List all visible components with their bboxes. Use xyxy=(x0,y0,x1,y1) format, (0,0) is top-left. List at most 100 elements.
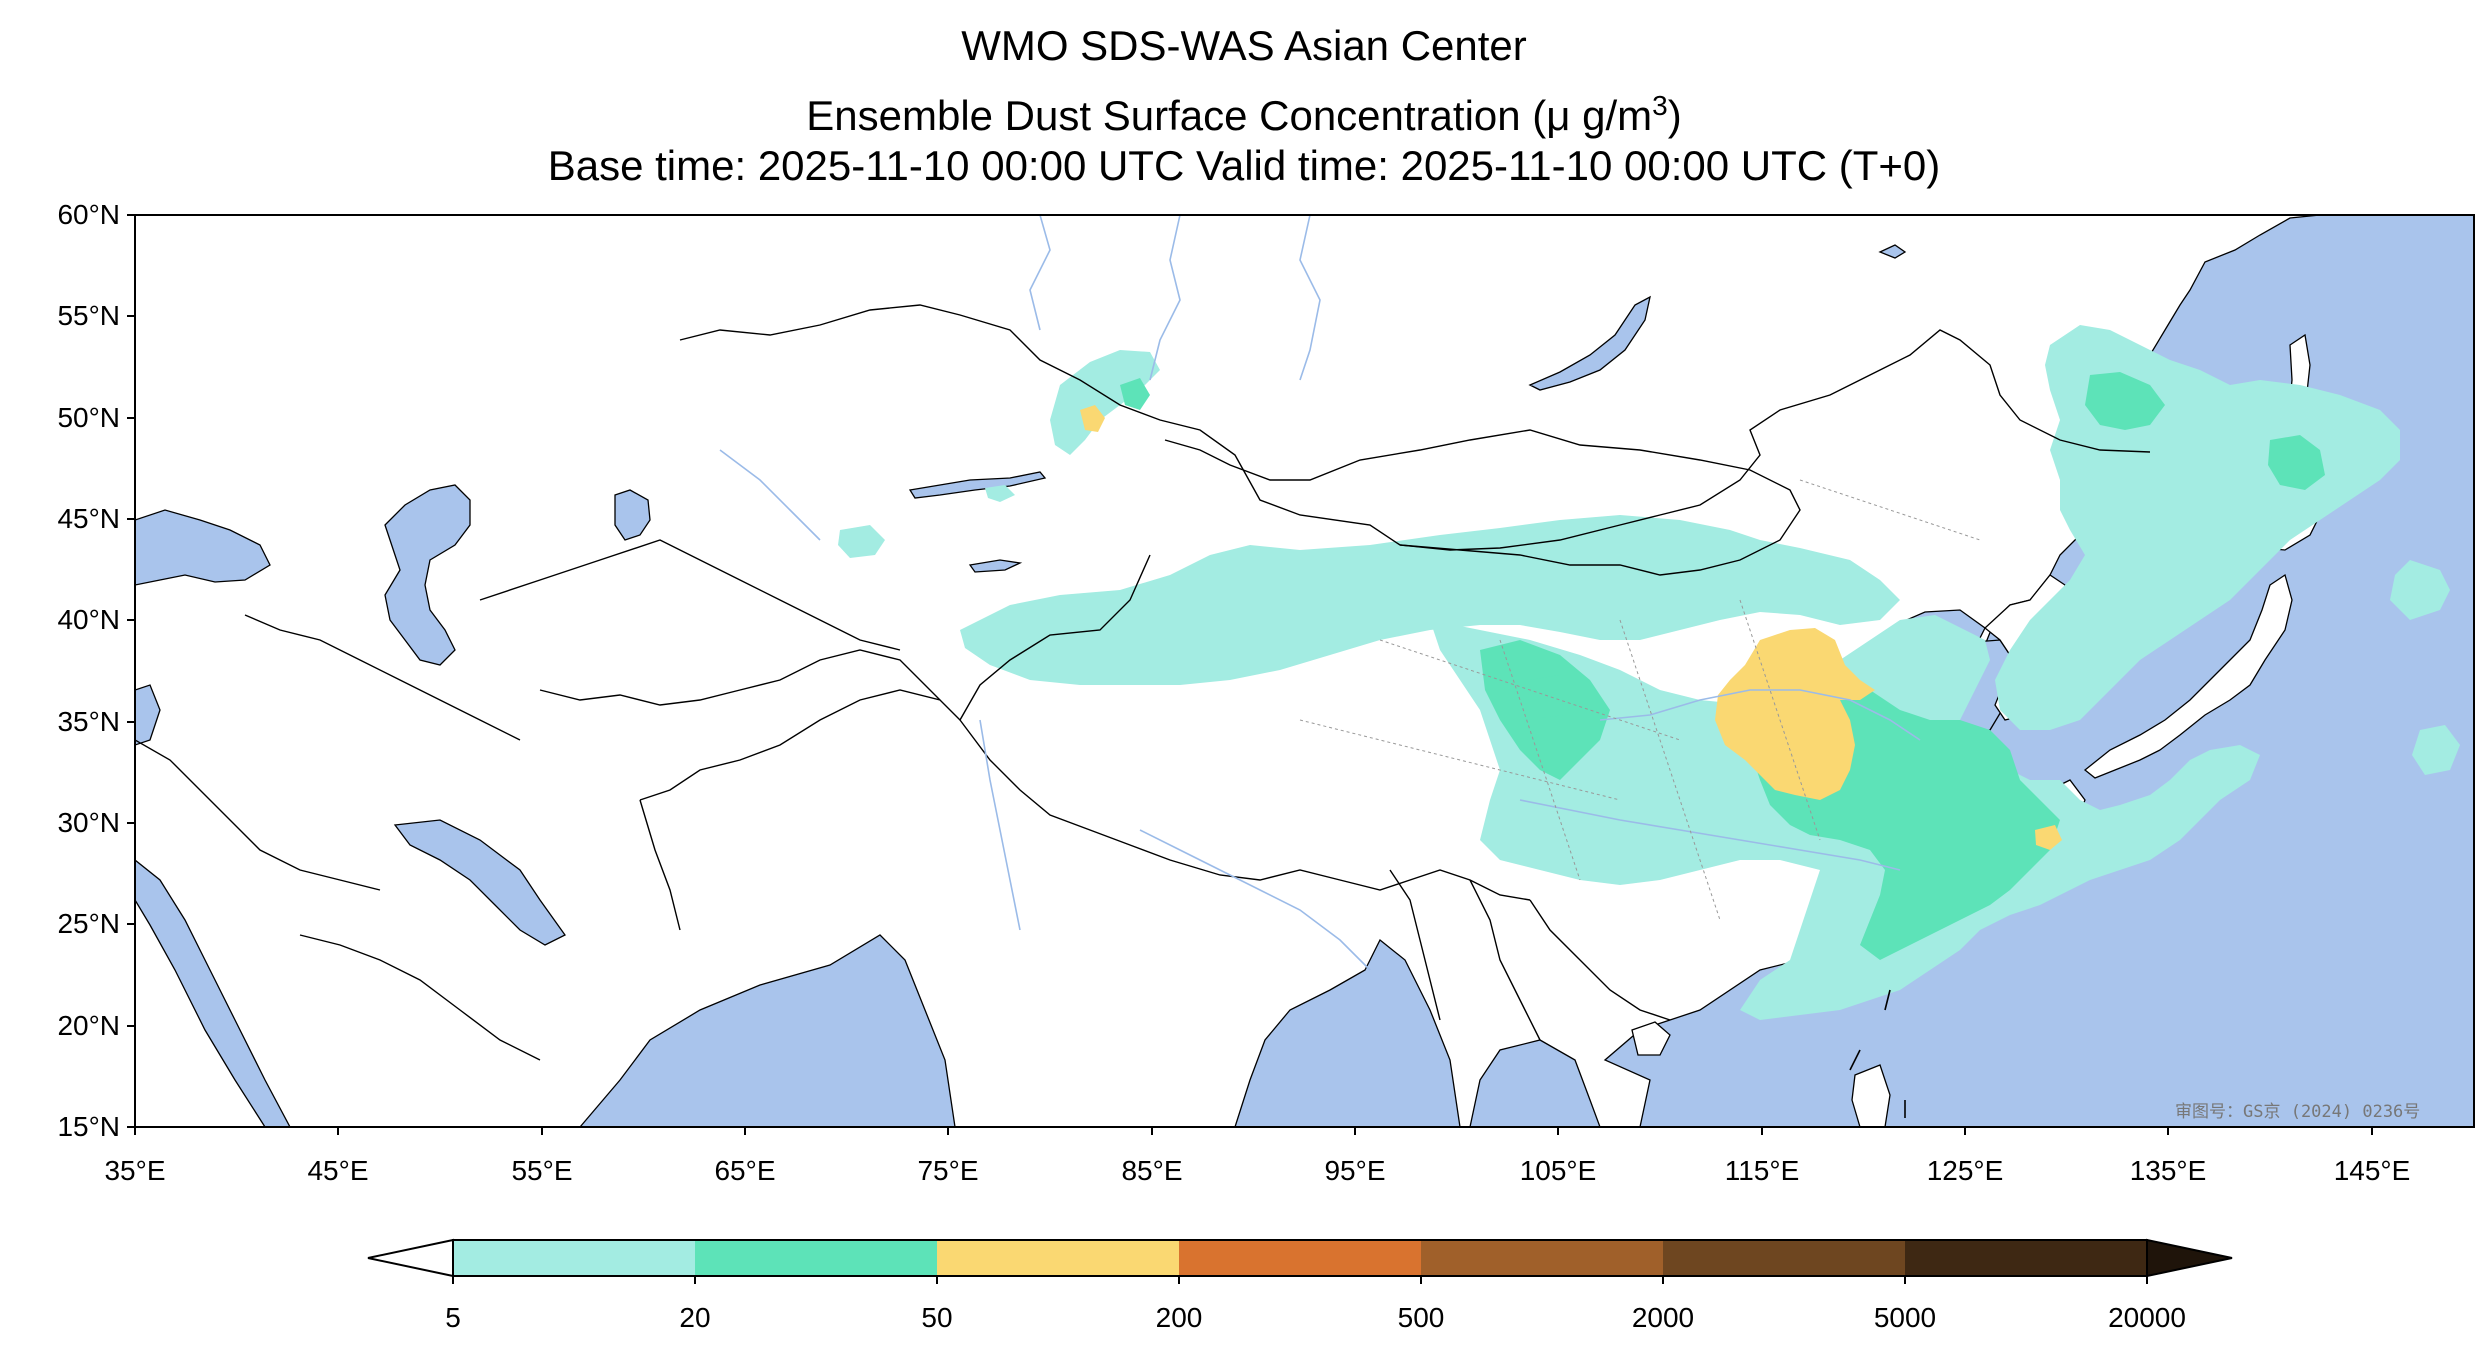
colorbar-outline xyxy=(452,1239,2148,1277)
lon-ticks xyxy=(134,1127,2373,1135)
province-border-3 xyxy=(1739,599,1821,841)
lon-label-55e: 55°E xyxy=(511,1155,573,1186)
japan-honshu xyxy=(2083,573,2293,779)
irtysh-river xyxy=(1029,215,1051,331)
lon-label-115e: 115°E xyxy=(1724,1155,1800,1186)
map-title: WMO SDS-WAS Asian Center xyxy=(961,22,1527,69)
colorbar-bin-5-20 xyxy=(453,1240,695,1276)
yenisei-river xyxy=(1299,215,1321,381)
lon-label-135e: 135°E xyxy=(2129,1155,2207,1186)
lake-issyk-kul xyxy=(968,559,1023,573)
persian-gulf xyxy=(393,819,566,946)
lon-label-85e: 85°E xyxy=(1121,1155,1183,1186)
colorbar-label-2000: 2000 xyxy=(1631,1302,1695,1333)
black-sea xyxy=(135,509,271,586)
lat-label-25n: 25°N xyxy=(57,908,120,939)
maritime-boundary xyxy=(1849,989,1906,1118)
colorbar-label-5: 5 xyxy=(445,1302,461,1333)
map-frame xyxy=(134,214,2475,1128)
maritime-dash-2 xyxy=(1849,1049,1861,1071)
kazakh-uzbek-border xyxy=(479,539,901,651)
dust-pacific-patch-2 xyxy=(2412,725,2460,775)
colorbar-upper-extension xyxy=(2146,1238,2233,1278)
dust-northeast-asia xyxy=(1995,325,2400,730)
colorbar-label-500: 500 xyxy=(1397,1302,1445,1333)
red-sea xyxy=(135,859,291,1127)
luzon-island xyxy=(1851,1064,1891,1127)
ob-river xyxy=(1149,215,1181,381)
dust-kazakh-peak xyxy=(1080,405,1105,432)
central-asia-border xyxy=(539,649,941,706)
lat-label-50n: 50°N xyxy=(57,402,120,433)
province-borders xyxy=(1299,479,1981,921)
lat-label-45n: 45°N xyxy=(57,503,120,534)
subtitle-prefix: Ensemble Dust Surface Concentration ( xyxy=(806,92,1547,139)
lat-label-35n: 35°N xyxy=(57,706,120,737)
lon-label-145e: 145°E xyxy=(2333,1155,2411,1186)
myanmar-laos-border xyxy=(1469,879,1541,1041)
indus-river xyxy=(979,719,1021,931)
dust-balkhash xyxy=(985,485,1015,502)
arab-border xyxy=(135,739,381,891)
colorbar-ticks xyxy=(452,1276,2148,1284)
colorbar-bin-5000-20000 xyxy=(1905,1240,2147,1276)
province-border-1 xyxy=(1499,639,1581,881)
dust-qinghai-core xyxy=(1528,675,1575,718)
colorbar xyxy=(367,1238,2233,1284)
colorbar-bin-200-500 xyxy=(1179,1240,1421,1276)
subtitle-unit-exponent: 3 xyxy=(1652,90,1668,121)
colorbar-label-200: 200 xyxy=(1155,1302,1203,1333)
lon-label-75e: 75°E xyxy=(917,1155,979,1186)
lake-balkhash xyxy=(908,471,1047,499)
aral-sea xyxy=(614,489,651,541)
province-border-4 xyxy=(1379,639,1681,741)
dust-pacific-patch xyxy=(2390,560,2450,620)
map-subtitle: Ensemble Dust Surface Concentration (μ g… xyxy=(0,80,2488,142)
colorbar-bin-20-50 xyxy=(695,1240,937,1276)
dust-north-china-plain xyxy=(1715,628,1875,800)
dust-kazakh-core xyxy=(1120,378,1150,410)
colorbar-bin-500-2000 xyxy=(1421,1240,1663,1276)
lake-small xyxy=(1878,244,1907,259)
dust-sakhalin-area xyxy=(2268,435,2325,490)
arabian-sea xyxy=(579,934,956,1127)
caspian-sea xyxy=(384,484,471,666)
dust-kazakh-east xyxy=(1050,350,1160,455)
dust-east-china-sea-peak xyxy=(2035,825,2062,850)
map-area xyxy=(135,215,2474,1127)
lat-ticks xyxy=(127,214,135,1128)
lat-label-30n: 30°N xyxy=(57,807,120,838)
andaman-sea xyxy=(1469,1039,1601,1127)
china-southeast-border xyxy=(1529,899,1671,1021)
lon-label-35e: 35°E xyxy=(104,1155,166,1186)
country-borders xyxy=(135,304,2151,1061)
lat-label-40n: 40°N xyxy=(57,604,120,635)
turkey-iran-border xyxy=(244,614,521,741)
amu-darya-river xyxy=(719,449,821,541)
lon-label-65e: 65°E xyxy=(714,1155,776,1186)
time-info: Base time: 2025-11-10 00:00 UTC Valid ti… xyxy=(547,142,1941,189)
lon-label-105e: 105°E xyxy=(1519,1155,1597,1186)
dust-taklimakan-gobi xyxy=(960,515,1900,685)
russia-southern-border xyxy=(679,304,2151,551)
colorbar-bin-50-200 xyxy=(937,1240,1179,1276)
bangladesh-myanmar-border xyxy=(1389,869,1441,1021)
lake-baikal xyxy=(1528,295,1651,391)
colorbar-label-50: 50 xyxy=(921,1302,953,1333)
province-border-2 xyxy=(1619,619,1721,921)
maritime-dash-1 xyxy=(1884,989,1891,1011)
subtitle-suffix: ) xyxy=(1667,92,1682,139)
hainan-island xyxy=(1631,1021,1671,1056)
afghanistan-border xyxy=(639,689,961,801)
bay-of-bengal xyxy=(1234,938,1461,1127)
map-approval-number: 审图号：GS京 (2024) 0236号 xyxy=(2175,1102,2421,1122)
dust-manchuria xyxy=(2085,372,2165,430)
province-border-6 xyxy=(1799,479,1981,541)
colorbar-lower-extension xyxy=(367,1238,454,1278)
lon-label-95e: 95°E xyxy=(1324,1155,1386,1186)
lat-label-55n: 55°N xyxy=(57,300,120,331)
ganges-river xyxy=(1139,829,1371,971)
colorbar-label-20: 20 xyxy=(679,1302,711,1333)
lat-label-15n: 15°N xyxy=(57,1111,120,1142)
